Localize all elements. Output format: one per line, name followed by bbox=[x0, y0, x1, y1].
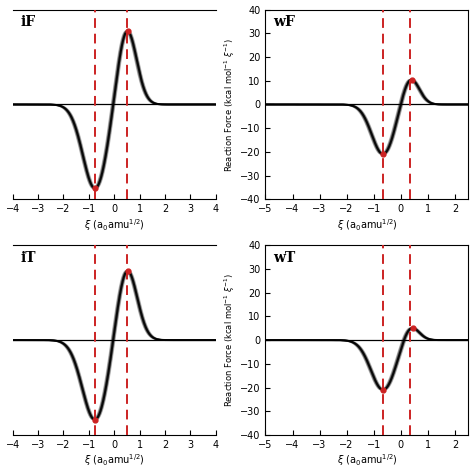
X-axis label: $\xi$ (a$_0$amu$^{1/2}$): $\xi$ (a$_0$amu$^{1/2}$) bbox=[84, 217, 145, 233]
X-axis label: $\xi$ (a$_0$amu$^{1/2}$): $\xi$ (a$_0$amu$^{1/2}$) bbox=[337, 453, 397, 468]
X-axis label: $\xi$ (a$_0$amu$^{1/2}$): $\xi$ (a$_0$amu$^{1/2}$) bbox=[84, 453, 145, 468]
Y-axis label: Reaction Force (kcal mol$^{-1}$ $\xi^{-1}$): Reaction Force (kcal mol$^{-1}$ $\xi^{-1… bbox=[223, 273, 237, 407]
Text: wT: wT bbox=[273, 251, 296, 265]
X-axis label: $\xi$ (a$_0$amu$^{1/2}$): $\xi$ (a$_0$amu$^{1/2}$) bbox=[337, 217, 397, 233]
Text: iT: iT bbox=[21, 251, 36, 265]
Y-axis label: Reaction Force (kcal mol$^{-1}$ $\xi^{-1}$): Reaction Force (kcal mol$^{-1}$ $\xi^{-1… bbox=[223, 37, 237, 172]
Text: wF: wF bbox=[273, 15, 295, 29]
Text: iF: iF bbox=[21, 15, 36, 29]
